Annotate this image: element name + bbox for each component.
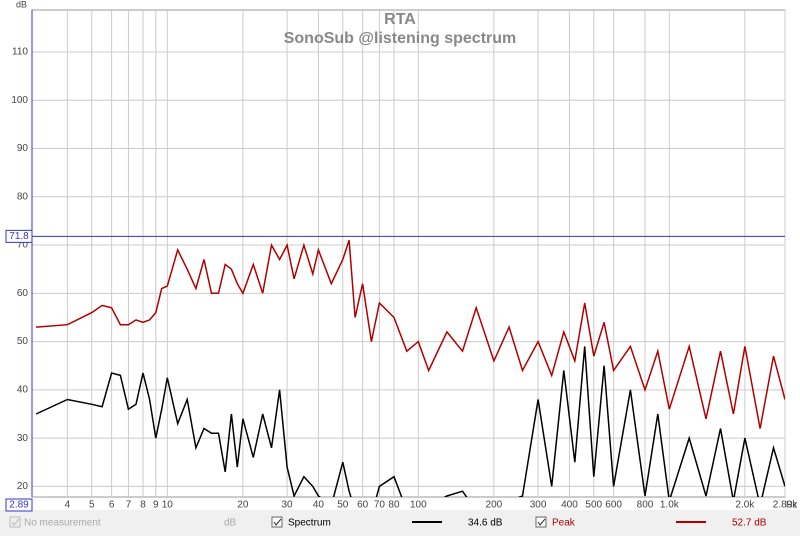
x-tick-label: 8 [140, 500, 146, 511]
x-tick-label: 800 [637, 500, 654, 511]
x-tick-label: 20 [237, 500, 249, 511]
cursor-box [5, 498, 33, 512]
legend-value: 52.7 dB [732, 518, 767, 529]
y-tick-label: 80 [17, 191, 29, 202]
x-tick-label: 600 [605, 500, 622, 511]
x-tick-label: 60 [357, 500, 369, 511]
x-tick-label: 300 [530, 500, 547, 511]
plot-area [31, 9, 786, 498]
x-tick-label: 4 [65, 500, 71, 511]
x-tick-label: 9 [153, 500, 159, 511]
x-tick-label: 6 [109, 500, 115, 511]
x-tick-label: 100 [410, 500, 427, 511]
x-tick-label: 30 [282, 500, 294, 511]
y-tick-label: 60 [17, 288, 29, 299]
check [11, 518, 20, 526]
status-unit: dB [224, 518, 237, 529]
x-tick-label: 2.89k [773, 500, 798, 511]
checkbox[interactable] [271, 516, 283, 528]
x-tick-label: 5 [89, 500, 95, 511]
check [273, 518, 282, 526]
chart-title: RTA [384, 11, 416, 28]
y-unit: dB [16, 0, 27, 9]
legend-value: 34.6 dB [468, 518, 503, 529]
x-tick-label: 7 [126, 500, 132, 511]
legend-bar [0, 510, 800, 536]
checkbox[interactable] [535, 516, 547, 528]
y-tick-label: 100 [11, 95, 28, 106]
cursor-label: 2.89 [9, 500, 29, 511]
cursor-label: 71.8 [9, 231, 29, 242]
y-tick-label: 90 [17, 143, 29, 154]
x-tick-label: 2.0k [735, 500, 755, 511]
x-tick-label: 400 [561, 500, 578, 511]
y-tick-label: 40 [17, 384, 29, 395]
checkbox[interactable] [9, 516, 21, 528]
y-tick-label: 70 [17, 240, 29, 251]
x-tick-label: 200 [486, 500, 503, 511]
series-line [36, 239, 785, 429]
y-tick-label: 50 [17, 336, 29, 347]
y-tick-label: 30 [17, 433, 29, 444]
chart-subtitle: SonoSub @listening spectrum [284, 30, 517, 47]
y-tick-label: 110 [12, 47, 28, 58]
series-line [35, 346, 785, 497]
x-tick-label: 1.0k [660, 500, 680, 511]
check [537, 518, 546, 526]
x-tick-label: 70 [374, 500, 386, 511]
x-unit: Hz [786, 499, 797, 509]
legend-label: Spectrum [288, 518, 331, 529]
x-tick-label: 80 [388, 500, 400, 511]
x-tick-label: 50 [337, 500, 349, 511]
x-tick-label: 10 [162, 500, 174, 511]
y-tick-label: 20 [17, 481, 29, 492]
x-tick-label: 40 [313, 500, 325, 511]
legend-label: Peak [552, 518, 576, 529]
status-label: No measurement [24, 518, 101, 529]
x-tick-label: 500 [585, 500, 602, 511]
cursor-box [5, 229, 33, 243]
